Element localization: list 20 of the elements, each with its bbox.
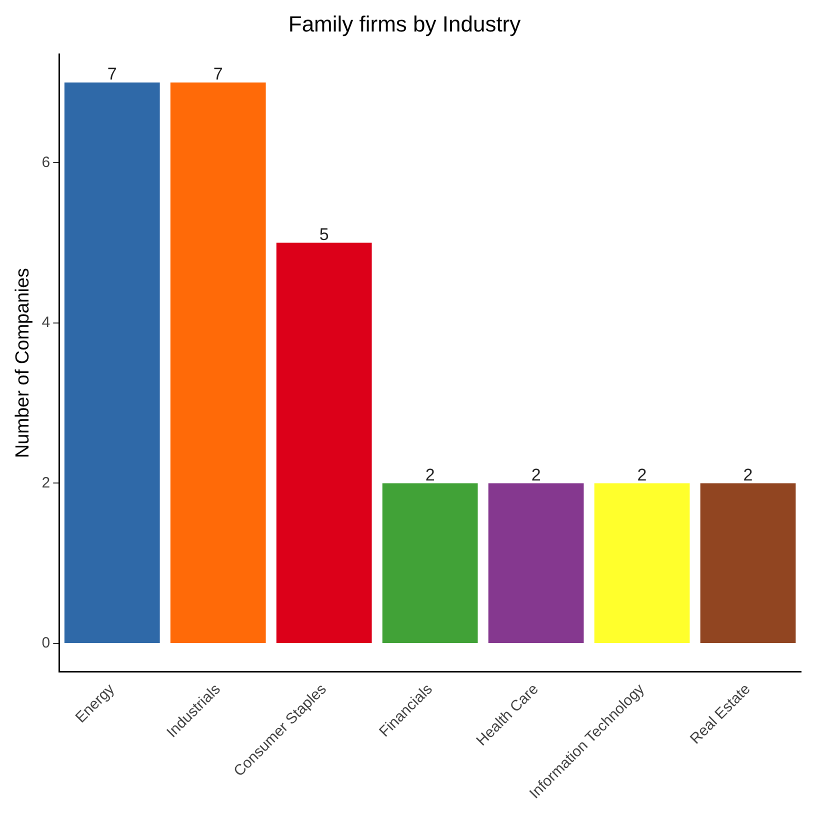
data-label: 7	[107, 64, 117, 84]
y-tick-label: 6	[42, 154, 50, 171]
bar	[700, 483, 796, 644]
bar	[276, 242, 372, 644]
bar	[382, 483, 478, 644]
y-tick-label: 0	[42, 634, 50, 652]
y-tick-label: 4	[42, 314, 50, 332]
chart-title: Family firms by Industry	[288, 11, 521, 36]
bar	[170, 82, 266, 644]
bar	[488, 483, 584, 644]
data-label: 7	[213, 64, 223, 84]
data-label: 2	[531, 465, 541, 484]
y-axis-title: Number of Companies	[12, 268, 34, 458]
data-label: 2	[637, 465, 647, 484]
bar	[594, 483, 690, 644]
data-label: 2	[743, 465, 753, 484]
bar	[64, 82, 160, 644]
data-label: 5	[319, 224, 329, 244]
y-tick-label: 2	[42, 474, 50, 492]
data-label: 2	[425, 465, 435, 484]
